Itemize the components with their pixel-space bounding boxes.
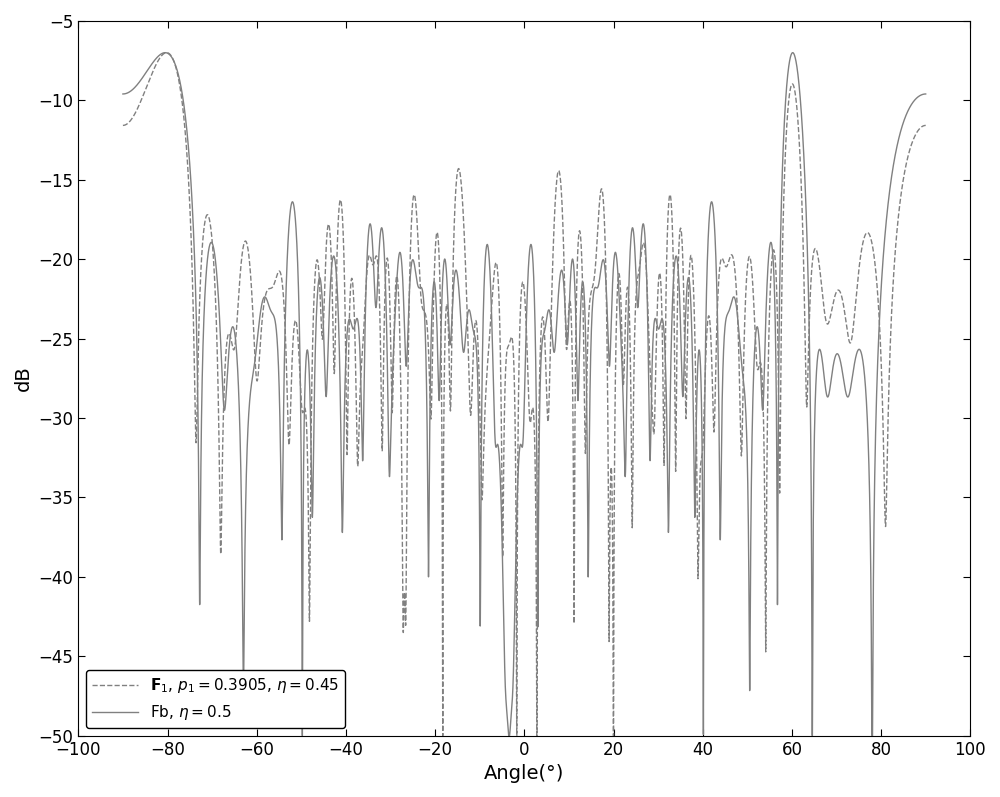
Fb, $\eta = 0.5$ bbox=[159, 48, 171, 57]
Fb, $\eta = 0.5$ bbox=[712, 358, 724, 367]
Fb, $\eta = 0.5$ bbox=[408, 257, 420, 266]
$\mathbf{F}_1$, $p_1 = 0.3905$, $\eta = 0.45$ bbox=[161, 48, 173, 57]
Line: $\mathbf{F}_1$, $p_1 = 0.3905$, $\eta = 0.45$: $\mathbf{F}_1$, $p_1 = 0.3905$, $\eta = … bbox=[123, 53, 926, 736]
$\mathbf{F}_1$, $p_1 = 0.3905$, $\eta = 0.45$ bbox=[592, 218, 604, 228]
$\mathbf{F}_1$, $p_1 = 0.3905$, $\eta = 0.45$ bbox=[437, 731, 449, 740]
$\mathbf{F}_1$, $p_1 = 0.3905$, $\eta = 0.45$ bbox=[712, 284, 724, 293]
$\mathbf{F}_1$, $p_1 = 0.3905$, $\eta = 0.45$ bbox=[157, 49, 169, 59]
$\mathbf{F}_1$, $p_1 = 0.3905$, $\eta = 0.45$ bbox=[627, 432, 639, 442]
Fb, $\eta = 0.5$ bbox=[920, 89, 932, 99]
Legend: $\mathbf{F}_1$, $p_1 = 0.3905$, $\eta = 0.45$, Fb, $\eta = 0.5$: $\mathbf{F}_1$, $p_1 = 0.3905$, $\eta = … bbox=[86, 670, 345, 728]
Fb, $\eta = 0.5$ bbox=[117, 89, 129, 99]
Fb, $\eta = 0.5$ bbox=[296, 731, 308, 740]
Fb, $\eta = 0.5$ bbox=[592, 281, 604, 291]
Line: Fb, $\eta = 0.5$: Fb, $\eta = 0.5$ bbox=[123, 53, 926, 736]
Fb, $\eta = 0.5$ bbox=[755, 378, 767, 387]
$\mathbf{F}_1$, $p_1 = 0.3905$, $\eta = 0.45$ bbox=[117, 120, 129, 130]
$\mathbf{F}_1$, $p_1 = 0.3905$, $\eta = 0.45$ bbox=[920, 120, 932, 130]
Y-axis label: dB: dB bbox=[14, 365, 33, 391]
$\mathbf{F}_1$, $p_1 = 0.3905$, $\eta = 0.45$ bbox=[408, 190, 420, 200]
$\mathbf{F}_1$, $p_1 = 0.3905$, $\eta = 0.45$ bbox=[755, 360, 767, 370]
Fb, $\eta = 0.5$ bbox=[157, 48, 169, 57]
Fb, $\eta = 0.5$ bbox=[627, 225, 639, 234]
X-axis label: Angle(°): Angle(°) bbox=[484, 764, 564, 783]
